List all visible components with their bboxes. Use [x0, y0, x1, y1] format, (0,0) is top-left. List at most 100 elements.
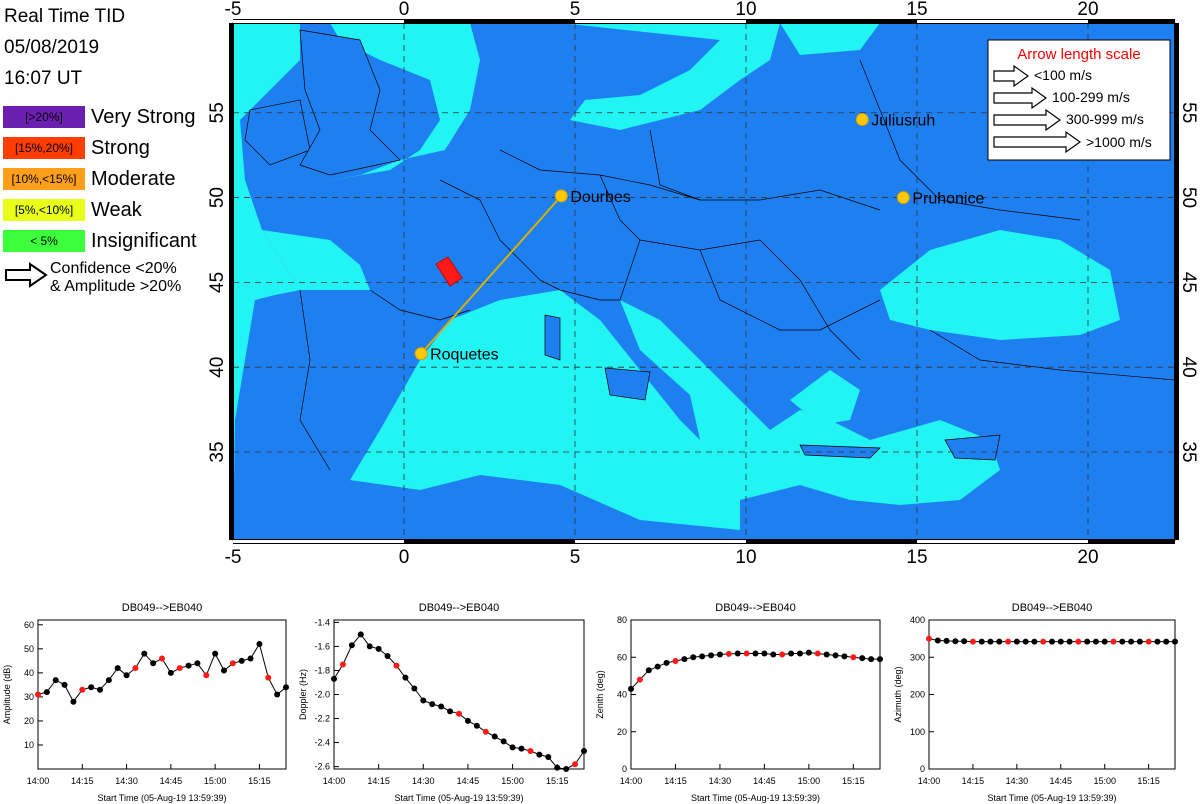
data-point: [1163, 638, 1170, 645]
station-marker: [855, 113, 869, 127]
data-point: [554, 764, 561, 771]
lat-tick-label-right: 35: [1178, 441, 1199, 462]
data-point: [636, 676, 643, 683]
data-point: [752, 650, 759, 657]
data-point: [105, 677, 112, 684]
data-point: [725, 650, 732, 657]
legend-label: Very Strong: [91, 106, 196, 128]
plot-title: DB049-->EB040: [1012, 602, 1092, 614]
station-marker: [414, 347, 428, 361]
lat-tick-label-left: 40: [207, 357, 228, 378]
data-point: [247, 655, 254, 662]
x-tick-label: 15:00: [1093, 776, 1116, 786]
axis-bar-segment: [233, 540, 404, 543]
axis-bar-segment: [575, 20, 746, 23]
data-point: [132, 665, 139, 672]
x-tick-label: 14:45: [753, 776, 776, 786]
data-point: [265, 674, 272, 681]
x-tick-label: 14:00: [27, 776, 50, 786]
link-dourbes-roquetes: [420, 195, 563, 355]
plot-title: DB049-->EB040: [715, 602, 795, 614]
y-tick-label: -2.0: [314, 690, 330, 700]
data-point: [88, 684, 95, 691]
data-point: [934, 637, 941, 644]
lon-tick-label-bottom: 10: [735, 547, 756, 568]
legend-label: Moderate: [91, 168, 176, 190]
x-tick-label: 15:00: [204, 776, 227, 786]
legend-swatch: [15%,20%]: [3, 137, 85, 159]
data-point: [1119, 638, 1126, 645]
data-point: [447, 708, 454, 715]
data-point: [1128, 638, 1135, 645]
lon-tick-label-bottom: 0: [399, 547, 410, 568]
data-point: [167, 669, 174, 676]
x-tick-label: 15:00: [501, 776, 524, 786]
data-point: [788, 650, 795, 657]
data-point: [996, 638, 1003, 645]
data-point: [1031, 638, 1038, 645]
y-tick-label: -1.8: [314, 665, 330, 675]
data-point: [500, 738, 507, 745]
lat-tick-label-left: 55: [207, 102, 228, 123]
lon-tick-label-top: 5: [570, 0, 581, 20]
data-point: [978, 638, 985, 645]
lat-tick-label-left: 45: [207, 272, 228, 293]
station-dourbes: Dourbes: [554, 189, 631, 206]
axis-bar-segment: [917, 20, 1088, 23]
y-tick-label: 100: [910, 727, 925, 737]
lon-tick-label-top: 10: [735, 0, 756, 20]
x-tick-label: 15:15: [1137, 776, 1160, 786]
data-point: [114, 665, 121, 672]
atlantic-sea: [233, 23, 300, 540]
data-point: [52, 677, 59, 684]
station-pruhonice: Pruhonice: [896, 191, 984, 208]
scale-title: Arrow length scale: [1017, 46, 1140, 63]
data-point: [185, 662, 192, 669]
lon-tick-label-top: 20: [1077, 0, 1098, 20]
data-point: [563, 766, 570, 772]
data-point: [384, 653, 391, 660]
data-point: [1075, 638, 1082, 645]
scale-label: 300-999 m/s: [1066, 111, 1144, 127]
data-point: [203, 672, 210, 679]
axis-bar-segment: [575, 540, 746, 543]
data-point: [357, 631, 364, 638]
plot-ylabel: Zenith (deg): [595, 670, 605, 719]
x-tick-label: 14:15: [71, 776, 94, 786]
x-tick-label: 14:30: [709, 776, 732, 786]
data-point: [366, 643, 373, 650]
x-tick-label: 14:15: [962, 776, 985, 786]
plot-xlabel: Start Time (05-Aug-19 13:59:39): [691, 793, 820, 803]
station-label: Roquetes: [430, 347, 499, 364]
y-tick-label: 400: [910, 615, 925, 625]
lat-tick-label-left: 50: [207, 187, 228, 208]
great-britain-land: [299, 29, 401, 176]
data-point: [176, 665, 183, 672]
x-tick-label: 15:15: [248, 776, 271, 786]
data-point: [464, 717, 471, 724]
plot-xlabel: Start Time (05-Aug-19 13:59:39): [987, 793, 1116, 803]
data-point: [256, 641, 263, 648]
scale-arrow-xlarge-icon: [993, 130, 1082, 154]
legend-swatch: [10%,<15%]: [3, 168, 85, 190]
x-tick-label: 15:15: [842, 776, 865, 786]
station-label: Dourbes: [570, 189, 630, 206]
lon-tick-label-top: 0: [399, 0, 410, 20]
outline-arrow-icon: [5, 262, 48, 288]
plot-xlabel: Start Time (05-Aug-19 13:59:39): [97, 793, 226, 803]
data-point: [536, 751, 543, 758]
legend-swatch: < 5%: [3, 230, 85, 252]
data-point: [716, 651, 723, 658]
data-point: [1101, 638, 1108, 645]
data-point: [770, 651, 777, 658]
date-label: 05/08/2019: [4, 37, 100, 58]
station-juliusruh: Juliusruh: [855, 113, 935, 130]
bay-of-biscay: [262, 230, 370, 290]
data-point: [743, 650, 750, 657]
y-tick-label: 20: [24, 716, 34, 726]
zenith-plot: DB049-->EB040 Start Time (05-Aug-19 13:59…: [595, 602, 883, 803]
station-links: [420, 195, 563, 355]
data-point: [545, 753, 552, 760]
data-point: [761, 650, 768, 657]
